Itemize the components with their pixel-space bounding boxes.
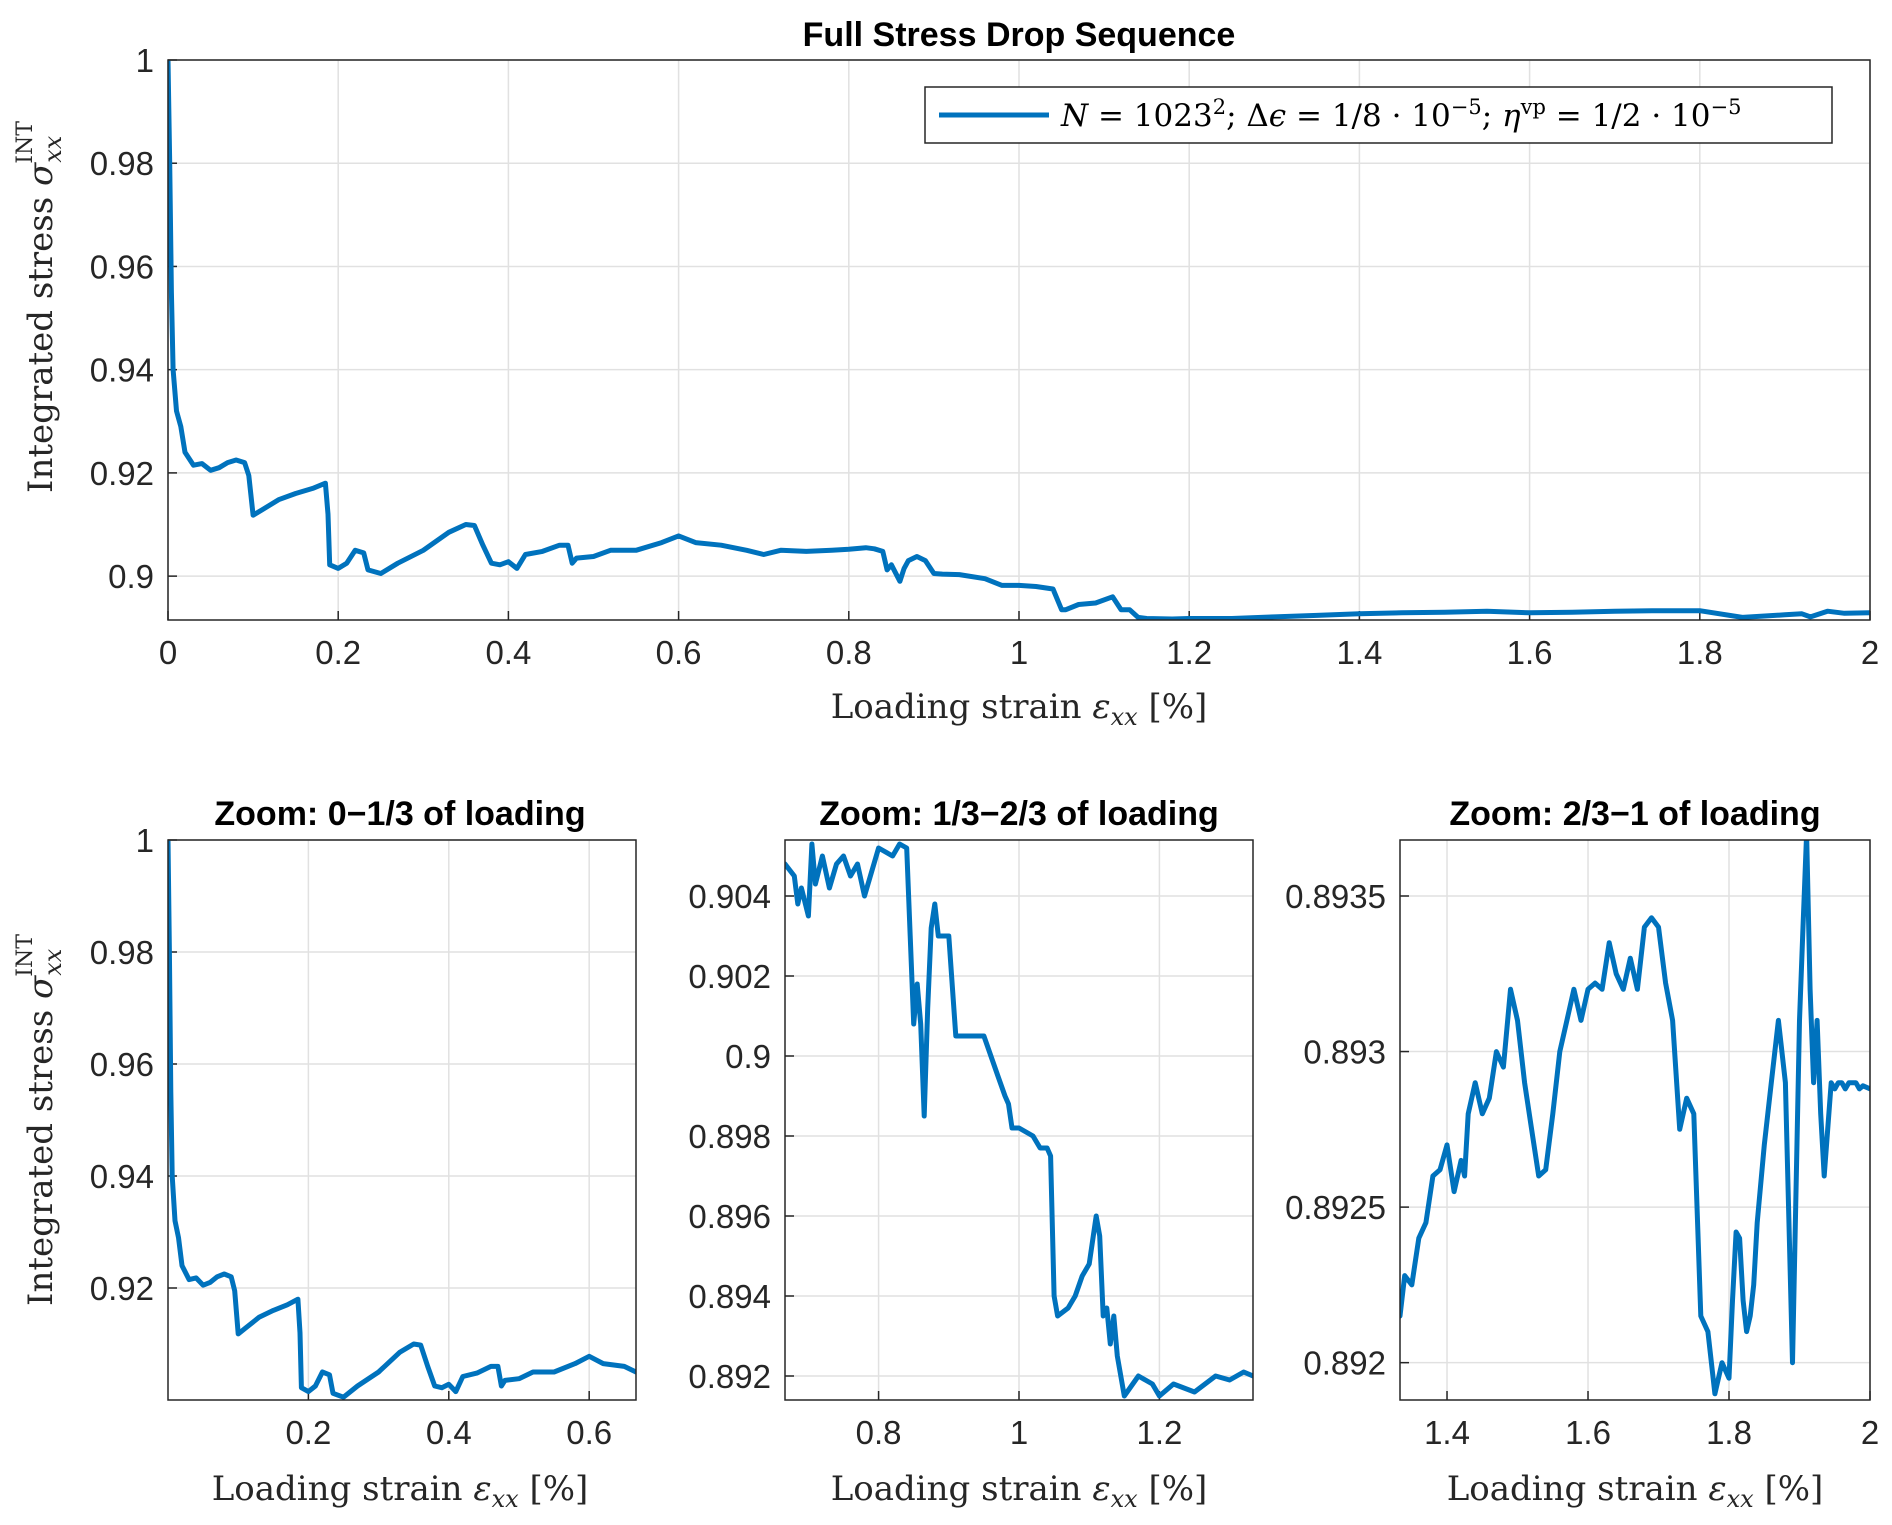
plot-area [168,840,636,1400]
y-tick-label: 0.92 [90,1270,154,1307]
x-tick-label: 2 [1861,1414,1879,1451]
zoom-chart-2-x-axis-label: Loading strain εxx [%] [831,1469,1208,1513]
axes-frame [167,839,637,1401]
zoom-chart-1-title: Zoom: 0−1/3 of loading [214,795,585,833]
zoom-chart-3-x-axis-label: Loading strain εxx [%] [1447,1469,1824,1513]
main-chart-x-axis-label: Loading strain εxx [%] [831,687,1208,731]
legend-series-label: N = 10232; Δϵ = 1/8 · 10−5; ηvp = 1/2 · … [1060,95,1741,134]
y-tick-label: 0.892 [688,1358,771,1395]
zoom-chart-3: Zoom: 2/3−1 of loading 1.4 1.6 1.8 2 0.892 0.… [1285,795,1879,1513]
x-tick-label: 1.2 [1166,634,1212,671]
x-tick-label: 1 [1010,634,1028,671]
main-chart: Full Stress Drop Sequence 0 0.2 0.4 0.6 0.8 1… [13,16,1879,731]
main-chart-y-axis-label: Integrated stress σxxINT [13,121,67,493]
x-tick-label: 1.4 [1336,634,1382,671]
x-tick-label: 0.8 [826,634,872,671]
y-tick-label: 0.94 [90,352,154,389]
x-tick-label: 1 [1010,1414,1028,1451]
zoom-chart-3-title: Zoom: 2/3−1 of loading [1449,795,1820,833]
y-tick-label: 0.894 [688,1278,771,1315]
x-tick-label: 0.6 [566,1414,612,1451]
y-tick-label: 0.96 [90,248,154,285]
x-tick-label: 1.4 [1424,1414,1470,1451]
y-tick-label: 0.904 [688,878,771,915]
zoom-chart-2-title: Zoom: 1/3−2/3 of loading [819,795,1219,833]
x-tick-label: 1.8 [1706,1414,1752,1451]
y-tick-label: 0.893 [1303,1034,1386,1071]
axes-frame [167,59,1871,621]
y-tick-label: 0.92 [90,455,154,492]
x-tick-label: 2 [1861,634,1879,671]
x-tick-label: 0.4 [485,634,531,671]
zoom-chart-1-x-axis-label: Loading strain εxx [%] [212,1469,589,1513]
y-tick-label: 1 [136,822,154,859]
y-tick-label: 1 [136,42,154,79]
y-tick-label: 0.9 [725,1038,771,1075]
x-tick-label: 1.2 [1136,1414,1182,1451]
y-tick-label: 0.898 [688,1118,771,1155]
x-tick-label: 1.8 [1677,634,1723,671]
y-tick-label: 0.902 [688,958,771,995]
y-tick-label: 0.94 [90,1158,154,1195]
main-chart-legend: N = 10232; Δϵ = 1/8 · 10−5; ηvp = 1/2 · … [924,86,1833,144]
y-tick-label: 0.896 [688,1198,771,1235]
series-line-0 [168,840,636,1400]
series-line-0 [785,841,1253,1399]
axes-frame [784,839,1254,1401]
legend-box [924,86,1833,144]
zoom-chart-2: Zoom: 1/3−2/3 of loading 0.8 1 1.2 0.892 0.8… [688,795,1254,1513]
x-tick-label: 0.8 [856,1414,902,1451]
zoom-chart-1-y-axis-label: Integrated stress σxxINT [13,934,67,1306]
y-tick-label: 0.8935 [1285,878,1386,915]
x-tick-label: 1.6 [1507,634,1553,671]
y-tick-label: 0.98 [90,934,154,971]
y-tick-label: 0.96 [90,1046,154,1083]
axes-frame [1399,839,1871,1401]
y-tick-label: 0.8925 [1285,1189,1386,1226]
x-tick-label: 0.2 [285,1414,331,1451]
y-tick-label: 0.98 [90,145,154,182]
x-tick-label: 0.6 [656,634,702,671]
y-tick-label: 0.9 [108,558,154,595]
x-tick-label: 1.6 [1565,1414,1611,1451]
zoom-chart-1: Zoom: 0−1/3 of loading 0.2 0.4 0.6 0.92 0.94… [13,795,637,1513]
main-chart-title: Full Stress Drop Sequence [803,16,1236,54]
series-line-0 [1400,840,1870,1397]
x-tick-label: 0 [159,634,177,671]
y-tick-label: 0.892 [1303,1345,1386,1382]
series-line-0 [168,60,1870,620]
x-tick-label: 0.2 [315,634,361,671]
x-tick-label: 0.4 [426,1414,472,1451]
